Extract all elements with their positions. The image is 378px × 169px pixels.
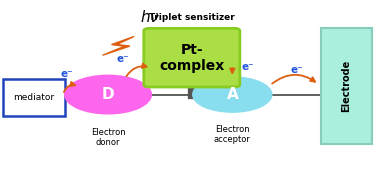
FancyBboxPatch shape — [321, 28, 372, 144]
Circle shape — [65, 75, 151, 114]
Text: e⁻: e⁻ — [241, 62, 254, 72]
FancyArrowPatch shape — [272, 75, 315, 84]
FancyArrowPatch shape — [126, 64, 147, 76]
Text: A: A — [226, 87, 238, 102]
Polygon shape — [102, 37, 134, 55]
Text: e⁻: e⁻ — [60, 69, 73, 79]
Text: D: D — [102, 87, 114, 102]
Circle shape — [193, 77, 272, 112]
Text: Electron
donor: Electron donor — [91, 128, 125, 148]
Text: e⁻: e⁻ — [290, 65, 303, 75]
Text: e⁻: e⁻ — [117, 54, 129, 64]
Text: Electron
acceptor: Electron acceptor — [214, 125, 251, 144]
Text: Electrode: Electrode — [341, 60, 351, 112]
FancyArrowPatch shape — [230, 68, 234, 73]
Text: Triplet sensitizer: Triplet sensitizer — [149, 13, 235, 22]
Text: $h\nu$: $h\nu$ — [139, 9, 160, 26]
FancyBboxPatch shape — [144, 28, 240, 87]
FancyArrowPatch shape — [64, 82, 75, 92]
FancyBboxPatch shape — [3, 79, 65, 115]
Text: Pt-
complex: Pt- complex — [159, 43, 225, 73]
Text: mediator: mediator — [13, 93, 54, 102]
